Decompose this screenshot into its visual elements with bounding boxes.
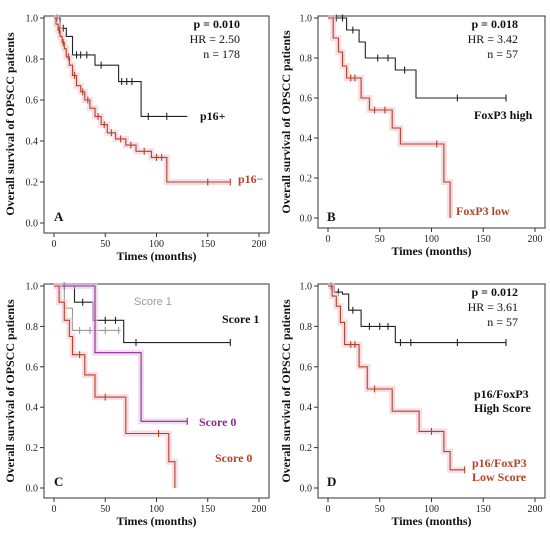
panel-a: 0 50 100 150 200 0.0 0.2 0.4 0.6 0.8 1.0 Times (mon… [3, 14, 270, 263]
y-axis-label: Overall survival of OPSCC patients [279, 30, 293, 214]
x-axis-label: Times (months) [116, 514, 196, 528]
series-label: Score 0 [199, 415, 236, 429]
y-tick-label: 0.8 [26, 55, 39, 66]
hazard-ratio: HR = 3.42 [468, 32, 518, 46]
x-tick-label: 150 [200, 504, 215, 515]
panel-letter: D [327, 474, 336, 489]
x-tick-label: 150 [476, 234, 491, 245]
y-tick-label: 0.6 [300, 362, 313, 373]
panel-letter: A [54, 209, 64, 224]
sample-size: n = 57 [487, 315, 518, 329]
hazard-ratio: HR = 2.50 [190, 32, 240, 46]
series-1: FoxP3 low [328, 15, 510, 218]
y-tick-label: 0.8 [300, 322, 313, 333]
series-3: Score 0 [54, 283, 252, 488]
survival-curve [328, 285, 465, 471]
x-tick-label: 0 [52, 504, 57, 515]
survival-curve [54, 285, 188, 422]
y-tick-label: 0.8 [26, 322, 39, 333]
p-value: p = 0.018 [471, 17, 518, 31]
survival-curve [54, 285, 231, 344]
y-tick-label: 0.0 [26, 484, 39, 495]
x-tick-label: 100 [149, 239, 164, 250]
y-tick-label: 0.6 [26, 362, 39, 373]
series-0: FoxP3 high [328, 14, 533, 122]
y-tick-label: 0.2 [300, 174, 313, 185]
y-tick-label: 0.4 [300, 134, 313, 145]
series-label: Low Score [472, 470, 527, 484]
x-tick-label: 50 [100, 504, 110, 515]
series-label: High Score [474, 401, 531, 415]
survival-curve [328, 17, 506, 99]
x-tick-label: 150 [476, 504, 491, 515]
series-label: FoxP3 high [474, 108, 533, 122]
x-tick-label: 100 [149, 504, 164, 515]
series-label: FoxP3 low [456, 204, 510, 218]
series-label: p16− [238, 172, 264, 186]
y-tick-label: 1.0 [26, 282, 39, 293]
y-tick-label: 0.2 [300, 443, 313, 454]
x-tick-label: 0 [326, 234, 331, 245]
y-axis-label: Overall survival of OPSCC patients [279, 299, 293, 483]
p-value: p = 0.010 [193, 17, 240, 31]
x-tick-label: 200 [252, 504, 267, 515]
x-tick-label: 50 [375, 504, 385, 515]
x-tick-label: 200 [252, 239, 267, 250]
y-tick-label: 1.0 [26, 14, 39, 25]
y-tick-label: 0.6 [300, 94, 313, 105]
y-axis-label: Overall survival of OPSCC patients [3, 299, 17, 483]
survival-band [328, 15, 454, 218]
y-tick-label: 0.4 [300, 403, 313, 414]
series-2: Score 0 [54, 283, 236, 429]
x-axis-label: Times (months) [116, 249, 196, 263]
sample-size: n = 178 [203, 47, 240, 61]
y-tick-label: 0.6 [26, 96, 39, 107]
hazard-ratio: HR = 3.61 [468, 300, 518, 314]
y-tick-label: 0.4 [26, 403, 39, 414]
y-tick-label: 1.0 [300, 14, 313, 25]
survival-curve [328, 17, 451, 218]
series-label: Score 1 [222, 312, 259, 326]
series-1: p16− [53, 15, 264, 186]
y-tick-label: 0.8 [300, 54, 313, 65]
x-tick-label: 200 [528, 504, 543, 515]
x-tick-label: 100 [424, 504, 439, 515]
x-axis-label: Times (months) [391, 514, 471, 528]
panel-c: 0 50 100 150 200 0.0 0.2 0.4 0.6 0.8 1.0 Times (mon… [3, 282, 270, 528]
x-tick-label: 100 [424, 234, 439, 245]
panel-b: 0 50 100 150 200 0.0 0.2 0.4 0.6 0.8 1.0 Times (mon… [279, 14, 546, 258]
survival-curve [54, 285, 176, 488]
panel-d: 0 50 100 150 200 0.0 0.2 0.4 0.6 0.8 1.0 Times (mon… [279, 282, 546, 528]
series-label: p16/FoxP3 [472, 456, 527, 470]
series-label: Score 0 [215, 451, 252, 465]
x-axis-label: Times (months) [391, 244, 471, 258]
x-tick-label: 150 [200, 239, 215, 250]
x-tick-label: 0 [52, 239, 57, 250]
y-tick-label: 0.0 [300, 484, 313, 495]
y-tick-label: 1.0 [300, 282, 313, 293]
panel-letter: B [327, 209, 336, 224]
x-tick-label: 50 [375, 234, 385, 245]
x-tick-label: 0 [326, 504, 331, 515]
series-label: p16+ [200, 109, 226, 123]
y-tick-label: 0.2 [26, 443, 39, 454]
x-tick-label: 200 [528, 234, 543, 245]
sample-size: n = 57 [487, 47, 518, 61]
y-tick-label: 0.4 [26, 137, 39, 148]
y-tick-label: 0.2 [26, 178, 39, 189]
p-value: p = 0.012 [471, 285, 518, 299]
y-axis-label: Overall survival of OPSCC patients [3, 32, 17, 216]
x-tick-label: 50 [100, 239, 110, 250]
panel-letter: C [54, 474, 63, 489]
y-tick-label: 0.0 [26, 219, 39, 230]
y-tick-label: 0.0 [300, 214, 313, 225]
series-label: Score 1 [134, 296, 172, 308]
series-label: p16/FoxP3 [474, 387, 529, 401]
series-1: Score 1 [54, 282, 259, 347]
